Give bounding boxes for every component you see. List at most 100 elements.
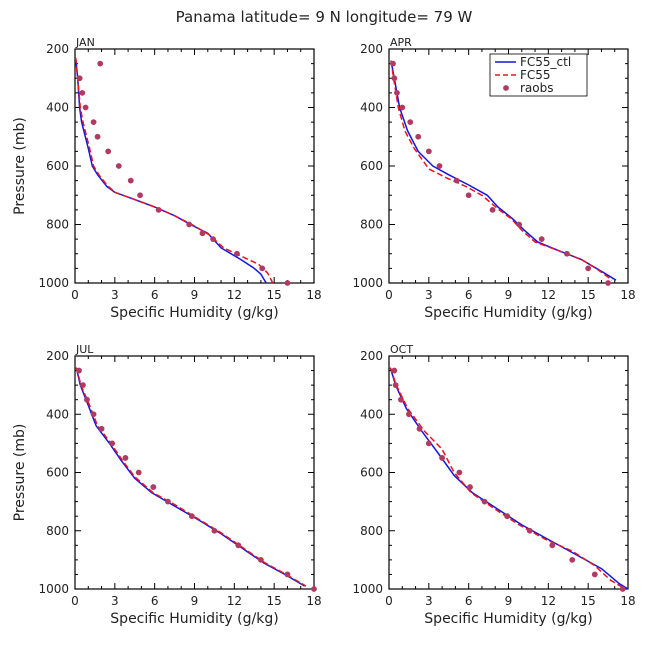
- raobs-point: [481, 498, 488, 505]
- y-tick-label: 1000: [352, 582, 383, 596]
- y-tick-label: 400: [46, 101, 69, 115]
- x-axis-title: Specific Humidity (g/kg): [110, 305, 278, 321]
- y-tick-label: 1000: [38, 582, 69, 596]
- series-fc55-line: [389, 367, 626, 590]
- y-tick-label: 1000: [352, 276, 383, 290]
- y-tick-label: 400: [46, 407, 69, 421]
- y-tick-label: 200: [46, 42, 69, 56]
- raobs-point: [425, 148, 432, 155]
- plot-frame: [388, 355, 629, 590]
- x-tick-label: 3: [111, 288, 119, 302]
- raobs-point: [76, 367, 82, 374]
- x-tick-label: 15: [267, 288, 282, 302]
- raobs-point: [406, 411, 412, 418]
- panel-label: APR: [390, 36, 412, 49]
- y-tick-label: 800: [360, 524, 383, 538]
- panel-jan: 0 3 6 9 12 15 18 200 400 600 800 1000 Specific Humid…: [12, 36, 322, 321]
- raobs-point: [150, 484, 157, 490]
- y-tick-label: 400: [360, 101, 383, 115]
- raobs-point: [105, 148, 112, 155]
- y-tick-label: 600: [46, 159, 69, 173]
- raobs-point: [109, 440, 116, 447]
- raobs-point: [549, 542, 556, 549]
- raobs-point: [115, 163, 122, 169]
- panel-oct: 0 3 6 9 12 15 18 200 400 600 800 1000 Specific Humid…: [352, 343, 635, 627]
- raobs-point: [82, 104, 89, 111]
- raobs-point: [165, 498, 171, 505]
- raobs-point: [585, 265, 592, 272]
- x-tick-label: 6: [151, 594, 159, 608]
- x-tick-label: 12: [227, 288, 242, 302]
- y-tick-label: 600: [360, 159, 383, 173]
- panels: 0 3 6 9 12 15 18 200 400 600 800 1000 Specific Humid…: [12, 36, 636, 627]
- raobs-point: [122, 455, 129, 461]
- legend-label: FC55: [520, 68, 551, 82]
- x-tick-label: 0: [385, 594, 393, 608]
- x-tick-label: 9: [505, 594, 513, 608]
- series-raobs: [390, 60, 611, 286]
- panel-jul: 0 3 6 9 12 15 18 200 400 600 800 1000 Specific Humid…: [12, 343, 322, 627]
- y-tick-label: 200: [46, 349, 69, 363]
- series-fc55-ctl-line: [389, 367, 629, 590]
- raobs-point: [211, 527, 218, 534]
- raobs-point: [90, 411, 97, 418]
- plot-frame: [74, 355, 315, 590]
- raobs-point: [392, 382, 399, 389]
- x-tick-label: 0: [71, 288, 79, 302]
- series-raobs: [391, 367, 626, 592]
- panel-apr: 0 3 6 9 12 15 18 200 400 600 800 1000 Specific Humid…: [352, 36, 635, 321]
- raobs-point: [98, 425, 105, 432]
- series-fc55-ctl-line: [75, 367, 306, 587]
- y-tick-label: 400: [360, 407, 383, 421]
- raobs-point: [90, 119, 97, 126]
- raobs-point: [210, 236, 216, 243]
- x-tick-label: 15: [581, 594, 596, 608]
- raobs-point: [605, 280, 611, 286]
- raobs-point: [526, 527, 533, 534]
- raobs-point: [516, 221, 523, 228]
- raobs-point: [84, 396, 90, 403]
- raobs-point: [284, 280, 291, 286]
- raobs-point: [391, 75, 398, 82]
- x-tick-label: 9: [191, 288, 199, 302]
- raobs-point: [135, 469, 142, 476]
- y-tick-label: 200: [360, 42, 383, 56]
- raobs-point: [416, 425, 423, 432]
- figure-title: Panama latitude= 9 N longitude= 79 W: [176, 8, 473, 26]
- raobs-point: [407, 119, 414, 126]
- raobs-point: [453, 177, 460, 184]
- raobs-point: [538, 236, 545, 243]
- raobs-point: [391, 367, 398, 374]
- legend-label: FC55_ctl: [520, 55, 571, 69]
- series-raobs: [76, 60, 291, 286]
- raobs-point: [456, 469, 463, 476]
- raobs-point: [94, 133, 101, 140]
- raobs-point: [186, 221, 193, 228]
- x-tick-label: 9: [191, 594, 199, 608]
- x-tick-label: 18: [306, 288, 321, 302]
- series-fc55-line: [74, 57, 274, 284]
- raobs-point: [436, 163, 443, 169]
- raobs-point: [259, 265, 266, 272]
- x-tick-label: 0: [385, 288, 393, 302]
- raobs-point: [235, 542, 242, 549]
- y-tick-label: 800: [46, 218, 69, 232]
- raobs-point: [311, 586, 317, 592]
- x-tick-label: 12: [227, 594, 242, 608]
- raobs-point: [399, 104, 406, 111]
- x-tick-label: 18: [306, 594, 321, 608]
- raobs-point: [504, 513, 511, 520]
- raobs-point: [564, 250, 570, 257]
- x-tick-label: 3: [425, 594, 433, 608]
- x-axis-title: Specific Humidity (g/kg): [110, 611, 278, 627]
- x-tick-label: 18: [620, 594, 635, 608]
- raobs-point: [489, 206, 496, 213]
- x-tick-label: 18: [620, 288, 635, 302]
- raobs-point: [199, 230, 206, 237]
- raobs-point: [394, 89, 400, 96]
- y-tick-label: 800: [46, 524, 69, 538]
- x-tick-label: 15: [267, 594, 282, 608]
- series-fc55-ctl-line: [74, 57, 267, 284]
